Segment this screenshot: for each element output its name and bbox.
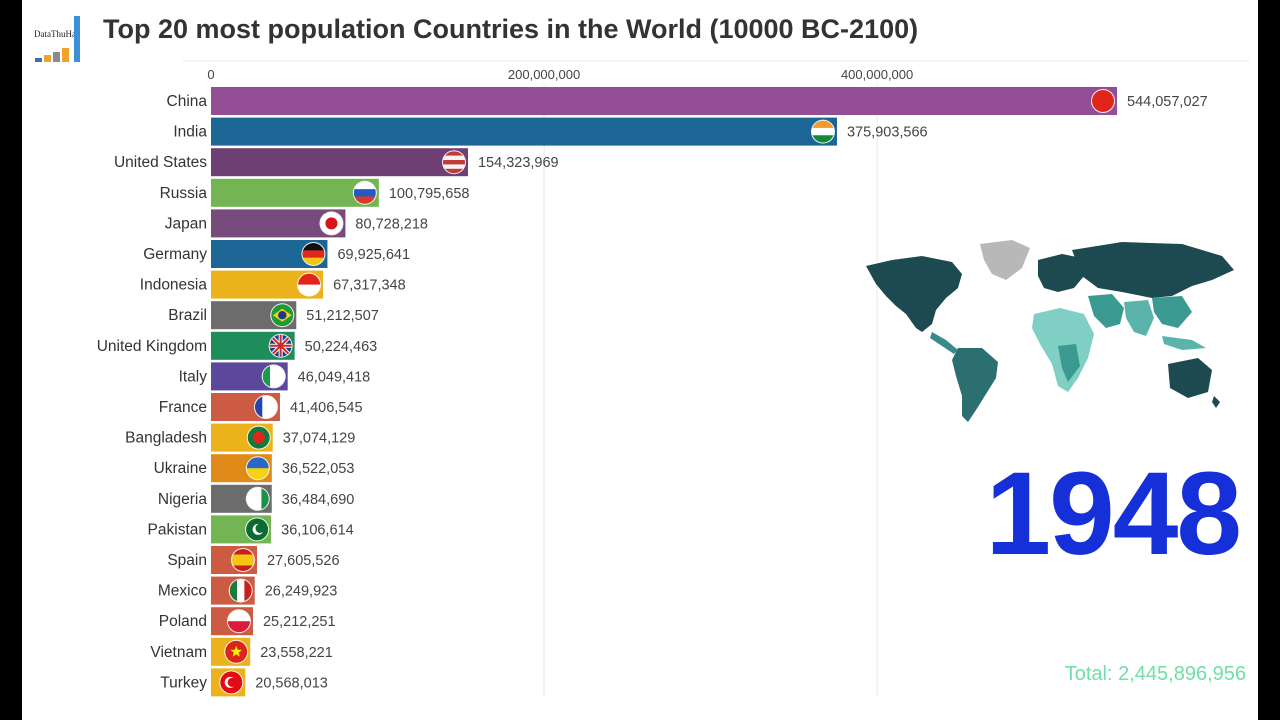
country-label: China	[167, 93, 208, 110]
spain-flag-icon	[230, 548, 255, 572]
nigeria-flag-icon	[245, 486, 270, 511]
germany-flag-icon	[301, 242, 326, 266]
bangladesh-flag-icon	[246, 425, 271, 450]
turkey-flag-icon	[219, 670, 244, 695]
country-label: Turkey	[160, 674, 207, 691]
bar	[211, 178, 379, 207]
value-label: 69,925,641	[337, 247, 410, 263]
france-flag-icon	[253, 395, 278, 419]
value-label: 37,074,129	[283, 431, 356, 447]
x-tick-label: 400,000,000	[841, 67, 913, 82]
value-label: 80,728,218	[355, 216, 428, 232]
country-label: Japan	[165, 215, 207, 232]
value-label: 67,317,348	[333, 278, 406, 294]
country-label: Vietnam	[150, 644, 207, 661]
country-label: Italy	[179, 368, 208, 385]
value-label: 154,323,969	[478, 155, 559, 171]
country-label: United States	[114, 154, 207, 171]
mexico-flag-icon	[228, 578, 253, 603]
country-label: Nigeria	[158, 491, 207, 508]
x-tick-label: 0	[207, 67, 214, 82]
country-label: Russia	[160, 185, 208, 202]
poland-flag-icon	[226, 609, 251, 634]
video-frame: DataThuHa Top 20 most population Countri…	[22, 0, 1258, 720]
datathuha-logo: DataThuHa	[30, 14, 92, 62]
value-label: 100,795,658	[389, 186, 470, 202]
brazil-flag-icon	[270, 303, 295, 328]
total-population-label: Total: 2,445,896,956	[1064, 663, 1246, 685]
usa-flag-icon	[441, 150, 466, 175]
country-label: India	[173, 124, 207, 141]
country-label: France	[159, 399, 207, 416]
country-label: Germany	[143, 246, 207, 263]
value-label: 36,106,614	[281, 522, 354, 538]
value-label: 544,057,027	[1127, 94, 1208, 110]
value-label: 25,212,251	[263, 614, 336, 630]
world-map-icon	[866, 240, 1234, 422]
japan-flag-icon	[319, 211, 344, 236]
country-label: Indonesia	[140, 277, 208, 294]
country-label: Bangladesh	[125, 430, 207, 447]
value-label: 375,903,566	[847, 125, 928, 141]
value-label: 51,212,507	[306, 308, 379, 324]
country-label: Poland	[159, 613, 207, 630]
vietnam-flag-icon	[224, 639, 249, 664]
ukraine-flag-icon	[245, 456, 270, 481]
value-label: 23,558,221	[260, 645, 333, 661]
x-tick-label: 200,000,000	[508, 67, 580, 82]
value-label: 27,605,526	[267, 553, 340, 569]
bar	[211, 148, 468, 177]
country-label: Mexico	[158, 583, 207, 600]
value-label: 50,224,463	[305, 339, 378, 355]
uk-flag-icon	[268, 333, 293, 358]
country-label: Ukraine	[154, 460, 207, 477]
indonesia-flag-icon	[297, 272, 322, 297]
bar	[211, 87, 1117, 115]
value-label: 20,568,013	[255, 675, 328, 691]
country-label: Pakistan	[148, 521, 207, 538]
china-flag-icon	[1091, 89, 1115, 113]
pakistan-flag-icon	[245, 517, 270, 542]
value-label: 46,049,418	[298, 369, 371, 385]
value-label: 36,522,053	[282, 461, 355, 477]
bar	[211, 117, 837, 146]
russia-flag-icon	[352, 180, 377, 205]
italy-flag-icon	[261, 364, 286, 389]
country-label: Brazil	[168, 307, 207, 324]
value-label: 41,406,545	[290, 400, 363, 416]
year-label: 1948	[985, 448, 1242, 580]
logo-text: DataThuHa	[34, 29, 76, 39]
value-label: 36,484,690	[282, 492, 355, 508]
chart-title: Top 20 most population Countries in the …	[103, 14, 919, 44]
india-flag-icon	[810, 119, 835, 144]
country-label: Spain	[167, 552, 207, 569]
value-label: 26,249,923	[265, 584, 338, 600]
country-label: United Kingdom	[97, 338, 207, 355]
bar-chart: 0 200,000,000 400,000,000 China 544,057,027 I…	[97, 60, 1250, 697]
